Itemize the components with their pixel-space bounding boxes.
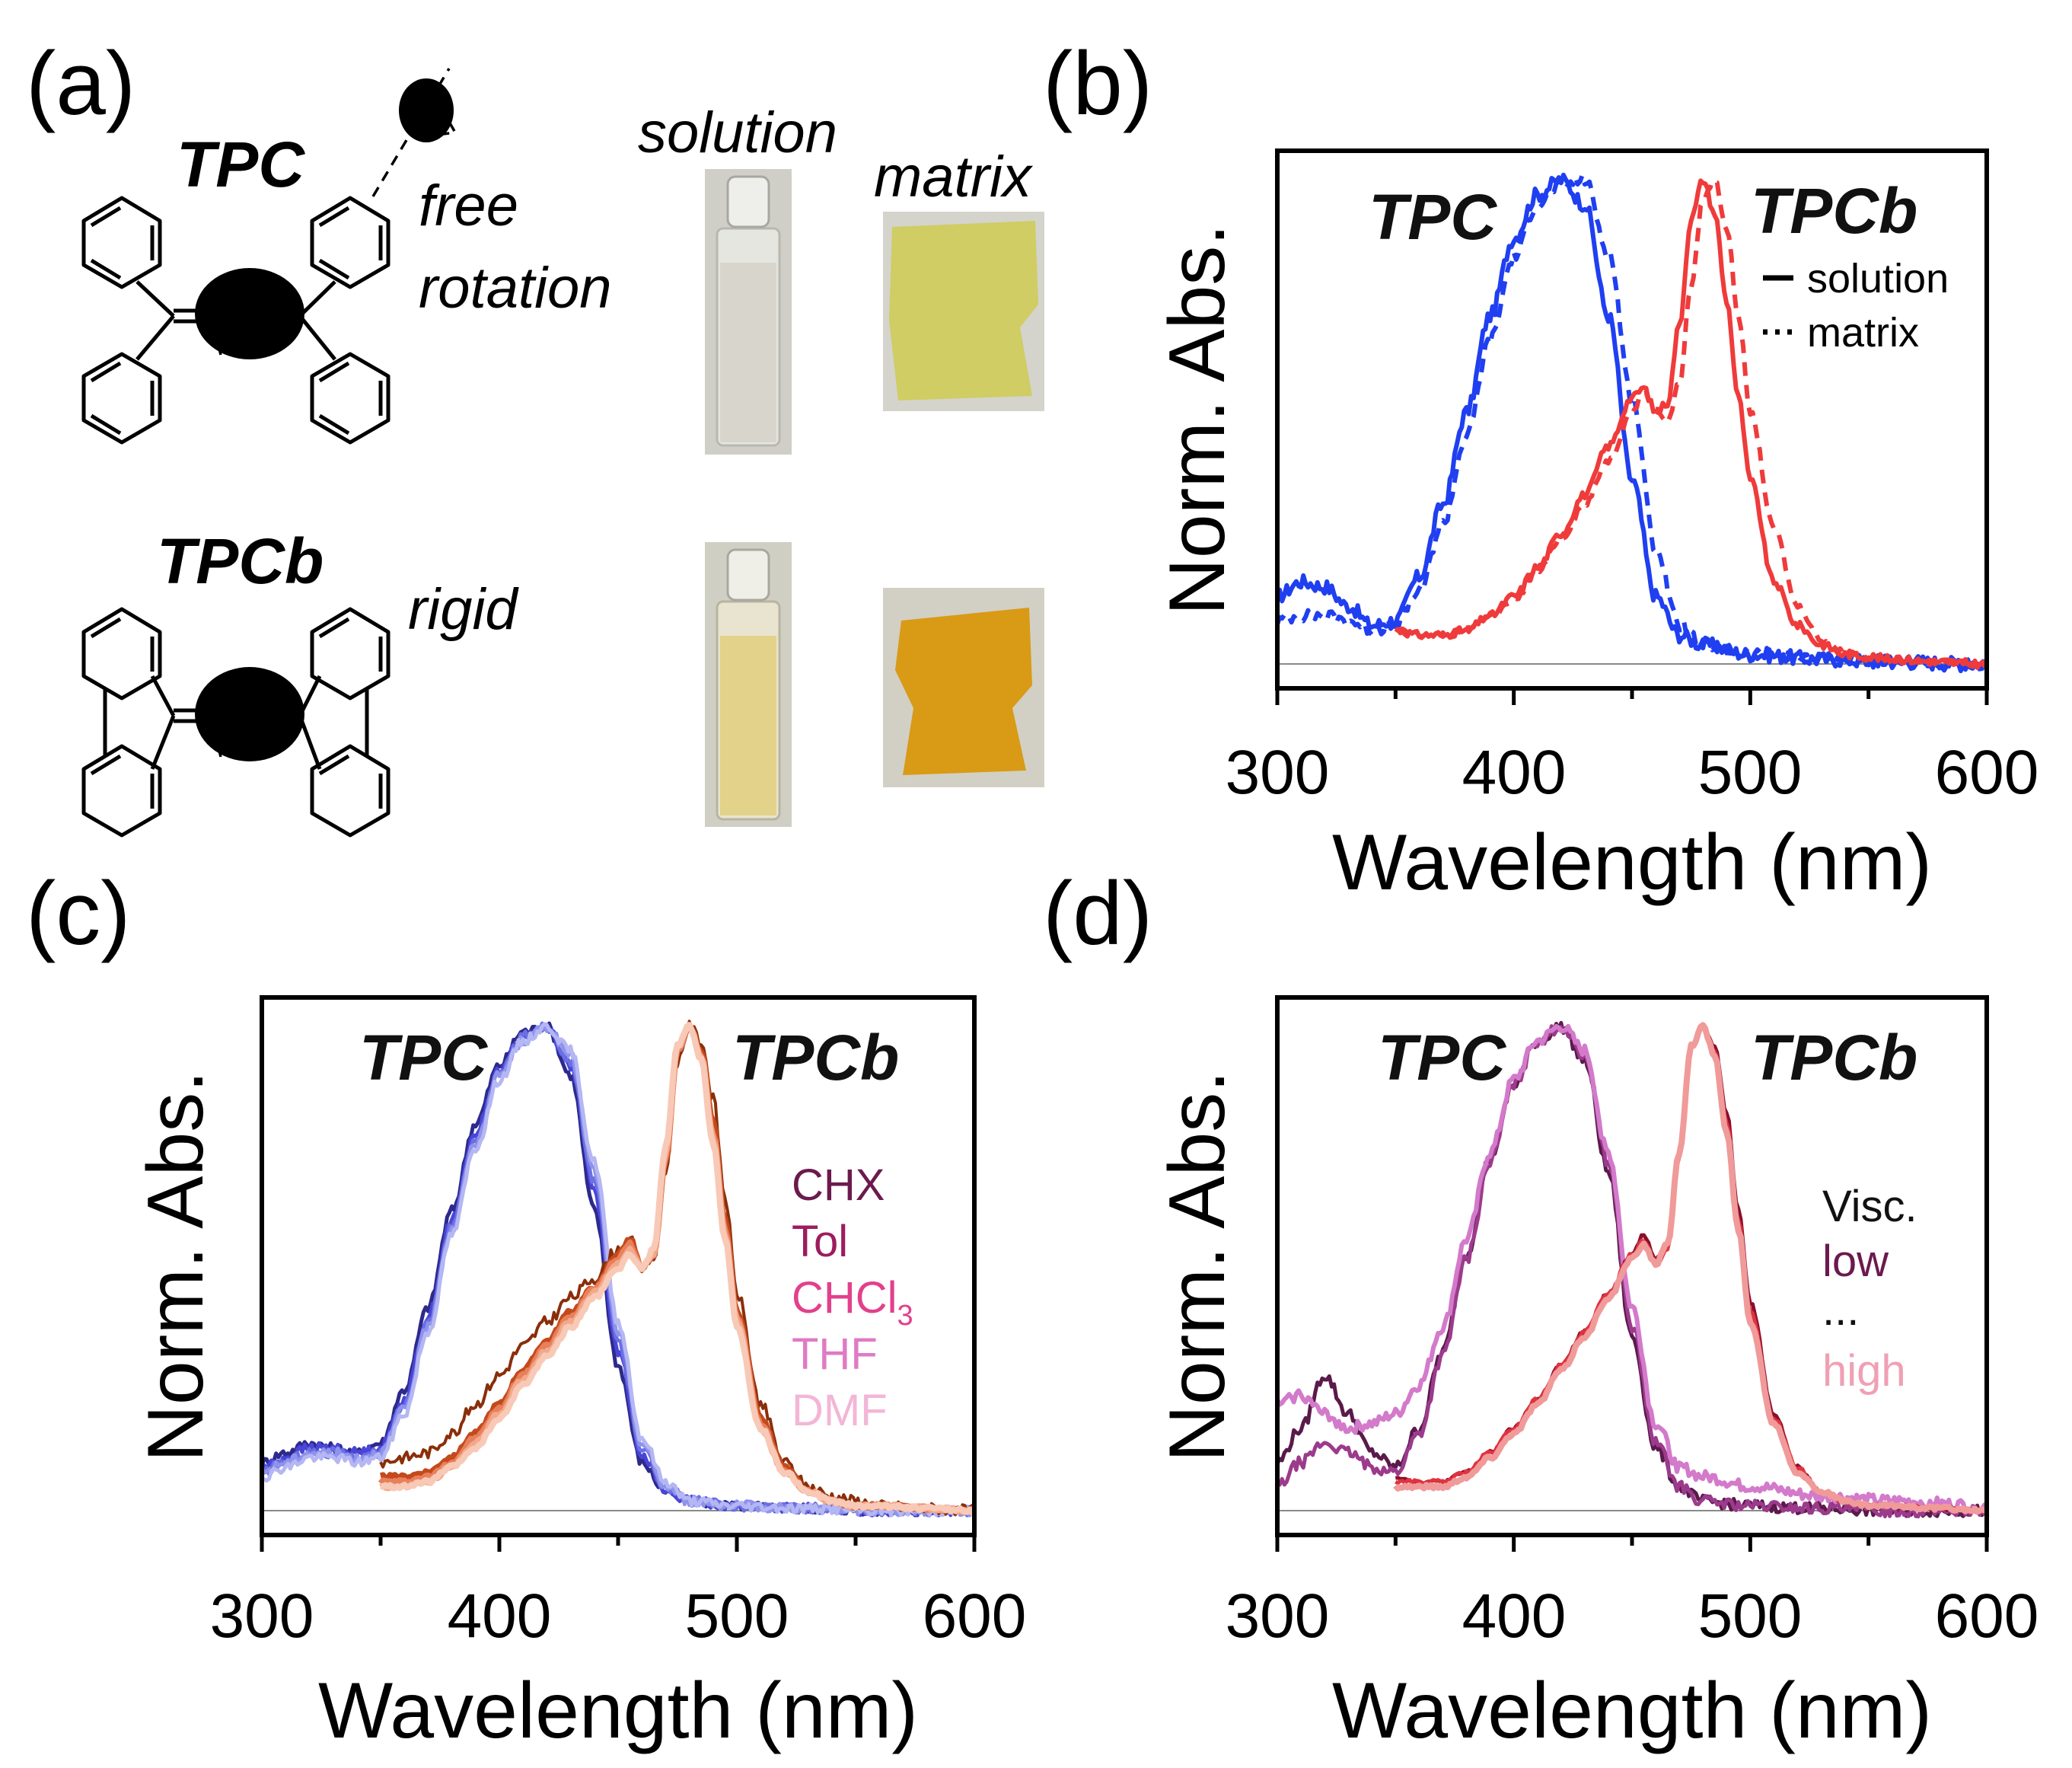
chart-b: 300 400 500 600 Wavelength (nm) Norm. Ab…: [1153, 148, 2039, 907]
x-tick-label: 500: [1698, 738, 1803, 807]
panel-label-b: (b): [1043, 34, 1152, 134]
legend-label: Tol: [792, 1217, 848, 1266]
x-tick-label: 400: [448, 1581, 552, 1651]
panel-label-d: (d): [1043, 863, 1152, 964]
x-tick-label: 600: [1935, 738, 2039, 807]
tpcb-structure: [81, 607, 390, 838]
rigid-label: rigid: [408, 577, 519, 642]
tpc-annotation: TPC: [359, 1022, 488, 1093]
legend-label-base: CHCl: [792, 1273, 897, 1323]
x-tick-label: 600: [923, 1581, 1027, 1651]
matrix-label: matrix: [874, 145, 1034, 209]
legend-label: THF: [792, 1329, 878, 1379]
tpc-matrix-photo: [883, 212, 1044, 411]
rotation-label: rotation: [419, 256, 612, 321]
chart-d: 300 400 500 600 Wavelength (nm) Norm. Ab…: [1153, 995, 2039, 1755]
tpcb-annotation: TPCb: [1751, 1022, 1917, 1093]
series-line: [1395, 1023, 1988, 1514]
tpc-structure-label: TPC: [177, 129, 305, 200]
tpc-annotation: TPC: [1369, 181, 1497, 253]
tpc-solution-photo: [705, 169, 792, 455]
series-line: [1275, 1023, 1988, 1514]
panel-label-c: (c): [26, 863, 131, 964]
legend-label: high: [1822, 1346, 1906, 1396]
x-tick-label: 300: [1226, 738, 1330, 807]
series-line: [1277, 172, 1989, 674]
x-tick-label: 400: [1462, 738, 1567, 807]
atom-label: C: [257, 700, 277, 732]
legend-label: CHCl3: [792, 1273, 913, 1332]
x-axis-title: Wavelength (nm): [1332, 1667, 1932, 1755]
series-line: [1394, 178, 1989, 670]
free-label: free: [419, 174, 518, 238]
series-line: [1394, 178, 1988, 669]
atom-label: C: [206, 301, 225, 332]
x-tick-label: 500: [1698, 1581, 1803, 1651]
tpcb-annotation: TPCb: [1751, 175, 1917, 247]
tpcb-structure-label: TPCb: [157, 525, 324, 597]
x-tick-label: 600: [1935, 1581, 2039, 1651]
x-tick-label: 300: [210, 1581, 314, 1651]
panel-label-a: (a): [26, 34, 135, 134]
tpc-structure: [81, 68, 457, 445]
solution-label: solution: [638, 101, 837, 165]
chart-c: 300 400 500 600 Wavelength (nm) Norm. Ab…: [132, 995, 1027, 1755]
atom-label: C: [257, 301, 277, 332]
legend-label: Visc.: [1822, 1182, 1917, 1231]
series-line: [1393, 1022, 1989, 1515]
x-tick-label: 400: [1462, 1581, 1567, 1651]
legend-label: CHX: [792, 1160, 885, 1210]
y-axis-title: Norm. Abs.: [1153, 224, 1242, 615]
series-line: [1275, 172, 1988, 672]
legend-label: matrix: [1807, 310, 1919, 356]
x-axis-title: Wavelength (nm): [1332, 819, 1932, 907]
x-axis-title: Wavelength (nm): [318, 1667, 918, 1755]
legend-label-subscript: 3: [897, 1300, 913, 1332]
tpcb-annotation: TPCb: [732, 1022, 899, 1093]
legend-label: DMF: [792, 1386, 888, 1435]
y-axis-title: Norm. Abs.: [132, 1071, 220, 1462]
atom-label: C: [206, 700, 225, 732]
x-tick-label: 300: [1226, 1581, 1330, 1651]
x-tick-label: 500: [685, 1581, 789, 1651]
legend-label: solution: [1807, 256, 1949, 302]
series-line: [378, 1022, 977, 1516]
legend-label: ...: [1822, 1285, 1859, 1335]
series-line: [380, 1022, 977, 1516]
legend-label: low: [1822, 1237, 1889, 1286]
tpcb-solution-photo: [705, 542, 792, 827]
tpcb-matrix-photo: [883, 588, 1044, 787]
series-line: [1395, 1023, 1988, 1514]
tpc-annotation: TPC: [1378, 1022, 1506, 1093]
y-axis-title: Norm. Abs.: [1153, 1071, 1242, 1462]
